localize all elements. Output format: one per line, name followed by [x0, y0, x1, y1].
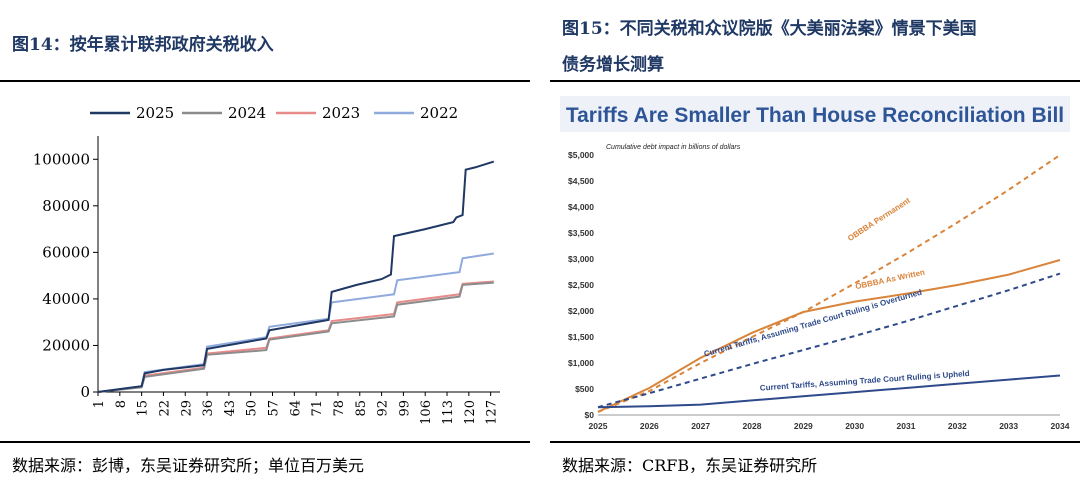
figure-title-line2: 债务增长测算 — [562, 55, 664, 75]
x-tick-label: 8 — [114, 400, 129, 408]
y-tick-label: $3,000 — [568, 254, 594, 264]
x-tick-label: 2028 — [743, 421, 762, 431]
legend-label-2022: 2022 — [420, 104, 458, 122]
series-line-current-tariffs-assuming-trade-court-ruling-is-upheld — [597, 374, 1061, 409]
y-tick-label: $0 — [585, 410, 595, 420]
series-line-2025 — [97, 160, 495, 393]
x-tick-label: 2034 — [1051, 421, 1070, 431]
x-tick-label: 2032 — [948, 421, 967, 431]
y-tick-label: 0 — [80, 383, 90, 401]
series-line-current-tariffs-assuming-trade-court-ruling-is-overturned — [597, 272, 1061, 409]
x-tick-label: 2030 — [845, 421, 864, 431]
x-tick-label: 92 — [376, 400, 391, 417]
series-line-obbba-as-written — [597, 259, 1061, 413]
source-divider — [550, 441, 1080, 443]
figure-title: 图14：按年累计联邦政府关税收入 — [12, 35, 274, 55]
right-figure-panel: 图15：不同关税和众议院版《大美丽法案》情景下美国 债务增长测算 Tariffs… — [550, 0, 1080, 478]
title-band — [560, 96, 1070, 132]
legend-label-2023: 2023 — [322, 104, 360, 122]
x-tick-label: 106 — [419, 400, 434, 425]
y-tick-label: 40000 — [42, 290, 90, 308]
series-line-obbba-permanent — [597, 154, 1061, 413]
y-tick-label: $4,500 — [568, 176, 594, 186]
x-tick-label: 2029 — [794, 421, 813, 431]
x-tick-label: 50 — [245, 400, 260, 417]
x-tick-label: 71 — [310, 400, 325, 417]
x-tick-label: 2025 — [589, 421, 608, 431]
y-tick-label: $4,000 — [568, 202, 594, 212]
y-tick-label: $1,000 — [568, 358, 594, 368]
y-tick-label: $500 — [575, 384, 594, 394]
y-tick-label: $1,500 — [568, 332, 594, 342]
legend-label-2025: 2025 — [136, 104, 174, 122]
x-tick-label: 29 — [179, 400, 194, 417]
y-tick-label: $2,500 — [568, 280, 594, 290]
y-tick-label: $3,500 — [568, 228, 594, 238]
x-tick-label: 2026 — [640, 421, 659, 431]
source-divider — [0, 441, 530, 443]
x-tick-label: 113 — [441, 400, 456, 425]
x-tick-label: 57 — [267, 400, 282, 417]
data-source: 数据来源：彭博，东吴证券研究所；单位百万美元 — [12, 456, 365, 475]
chart-title: Tariffs Are Smaller Than House Reconcili… — [566, 104, 1064, 127]
x-tick-label: 127 — [485, 400, 500, 425]
y-tick-label: 60000 — [42, 243, 90, 261]
x-tick-label: 2031 — [897, 421, 916, 431]
x-tick-label: 2033 — [999, 421, 1018, 431]
x-tick-label: 64 — [288, 400, 303, 417]
x-tick-label: 78 — [332, 400, 347, 417]
figure-title-line1: 图15：不同关税和众议院版《大美丽法案》情景下美国 — [562, 19, 977, 39]
y-tick-label: $2,000 — [568, 306, 594, 316]
y-tick-label: $5,000 — [568, 150, 594, 160]
series-line-2023 — [97, 280, 494, 393]
y-tick-label: 80000 — [42, 197, 90, 215]
chart-subtitle: Cumulative debt impact in billions of do… — [606, 144, 741, 151]
x-tick-label: 99 — [397, 400, 412, 417]
legend-label-2024: 2024 — [228, 104, 266, 122]
debt-impact-chart: Tariffs Are Smaller Than House Reconcili… — [560, 88, 1070, 440]
x-tick-label: 2027 — [691, 421, 710, 431]
title-divider — [0, 80, 530, 82]
x-tick-label: 1 — [92, 400, 107, 408]
x-tick-label: 36 — [201, 400, 216, 417]
title-divider — [550, 80, 1080, 82]
series-line-2024 — [97, 281, 494, 393]
x-tick-label: 15 — [136, 400, 151, 417]
x-tick-label: 22 — [157, 400, 172, 417]
data-source: 数据来源：CRFB，东吴证券研究所 — [562, 456, 818, 475]
tariff-revenue-chart: 0 20000 40000 60000 80000 100000 1 8 15 22 29 36 43 5… — [33, 104, 500, 425]
x-tick-label: 85 — [354, 400, 369, 417]
x-tick-label: 43 — [223, 400, 238, 417]
x-tick-label: 120 — [463, 400, 478, 425]
y-tick-label: 20000 — [42, 336, 90, 354]
left-figure-panel: 图14：按年累计联邦政府关税收入 0 20000 40000 60000 80000 10… — [0, 0, 530, 478]
y-tick-label: 100000 — [33, 150, 90, 168]
